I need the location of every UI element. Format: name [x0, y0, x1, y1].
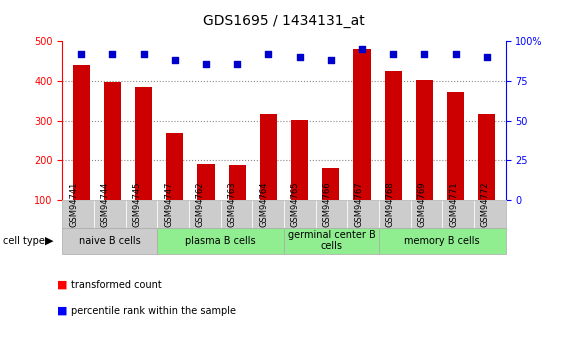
Text: ▶: ▶	[45, 236, 53, 246]
Bar	[447, 92, 464, 200]
Text: GSM94766: GSM94766	[323, 181, 332, 227]
Bar	[478, 114, 495, 200]
Text: cell type: cell type	[3, 236, 45, 246]
Text: GDS1695 / 1434131_at: GDS1695 / 1434131_at	[203, 14, 365, 28]
Point	[264, 51, 273, 57]
Bar	[416, 80, 433, 200]
Point	[139, 51, 148, 57]
Text: GSM94762: GSM94762	[196, 181, 205, 227]
Point	[451, 51, 460, 57]
Text: memory B cells: memory B cells	[404, 236, 480, 246]
Point	[295, 55, 304, 60]
Text: GSM94764: GSM94764	[259, 181, 268, 227]
Text: GSM94768: GSM94768	[386, 181, 395, 227]
Text: ■: ■	[57, 280, 67, 289]
Text: GSM94769: GSM94769	[417, 181, 427, 227]
Text: plasma B cells: plasma B cells	[185, 236, 256, 246]
Text: GSM94765: GSM94765	[291, 181, 300, 227]
Text: transformed count: transformed count	[71, 280, 162, 289]
Bar	[260, 114, 277, 200]
Text: GSM94772: GSM94772	[481, 181, 490, 227]
Bar	[291, 120, 308, 200]
Bar	[166, 132, 183, 200]
Point	[357, 47, 366, 52]
Point	[170, 58, 179, 63]
Text: germinal center B
cells: germinal center B cells	[287, 230, 375, 252]
Bar	[385, 71, 402, 200]
Point	[202, 61, 211, 66]
Point	[233, 61, 242, 66]
Text: percentile rank within the sample: percentile rank within the sample	[71, 306, 236, 315]
Point	[482, 55, 491, 60]
Point	[389, 51, 398, 57]
Text: ■: ■	[57, 306, 67, 315]
Text: GSM94767: GSM94767	[354, 181, 363, 227]
Text: GSM94744: GSM94744	[101, 181, 110, 227]
Text: naive B cells: naive B cells	[79, 236, 141, 246]
Bar	[104, 82, 121, 200]
Bar	[135, 87, 152, 200]
Text: GSM94745: GSM94745	[132, 181, 141, 227]
Text: GSM94763: GSM94763	[228, 181, 236, 227]
Point	[108, 51, 117, 57]
Point	[420, 51, 429, 57]
Text: GSM94741: GSM94741	[69, 181, 78, 227]
Bar	[228, 165, 246, 200]
Point	[326, 58, 335, 63]
Point	[77, 51, 86, 57]
Bar	[322, 168, 339, 200]
Text: GSM94771: GSM94771	[449, 181, 458, 227]
Bar	[73, 65, 90, 200]
Bar	[353, 49, 370, 200]
Bar	[198, 164, 215, 200]
Text: GSM94747: GSM94747	[164, 181, 173, 227]
